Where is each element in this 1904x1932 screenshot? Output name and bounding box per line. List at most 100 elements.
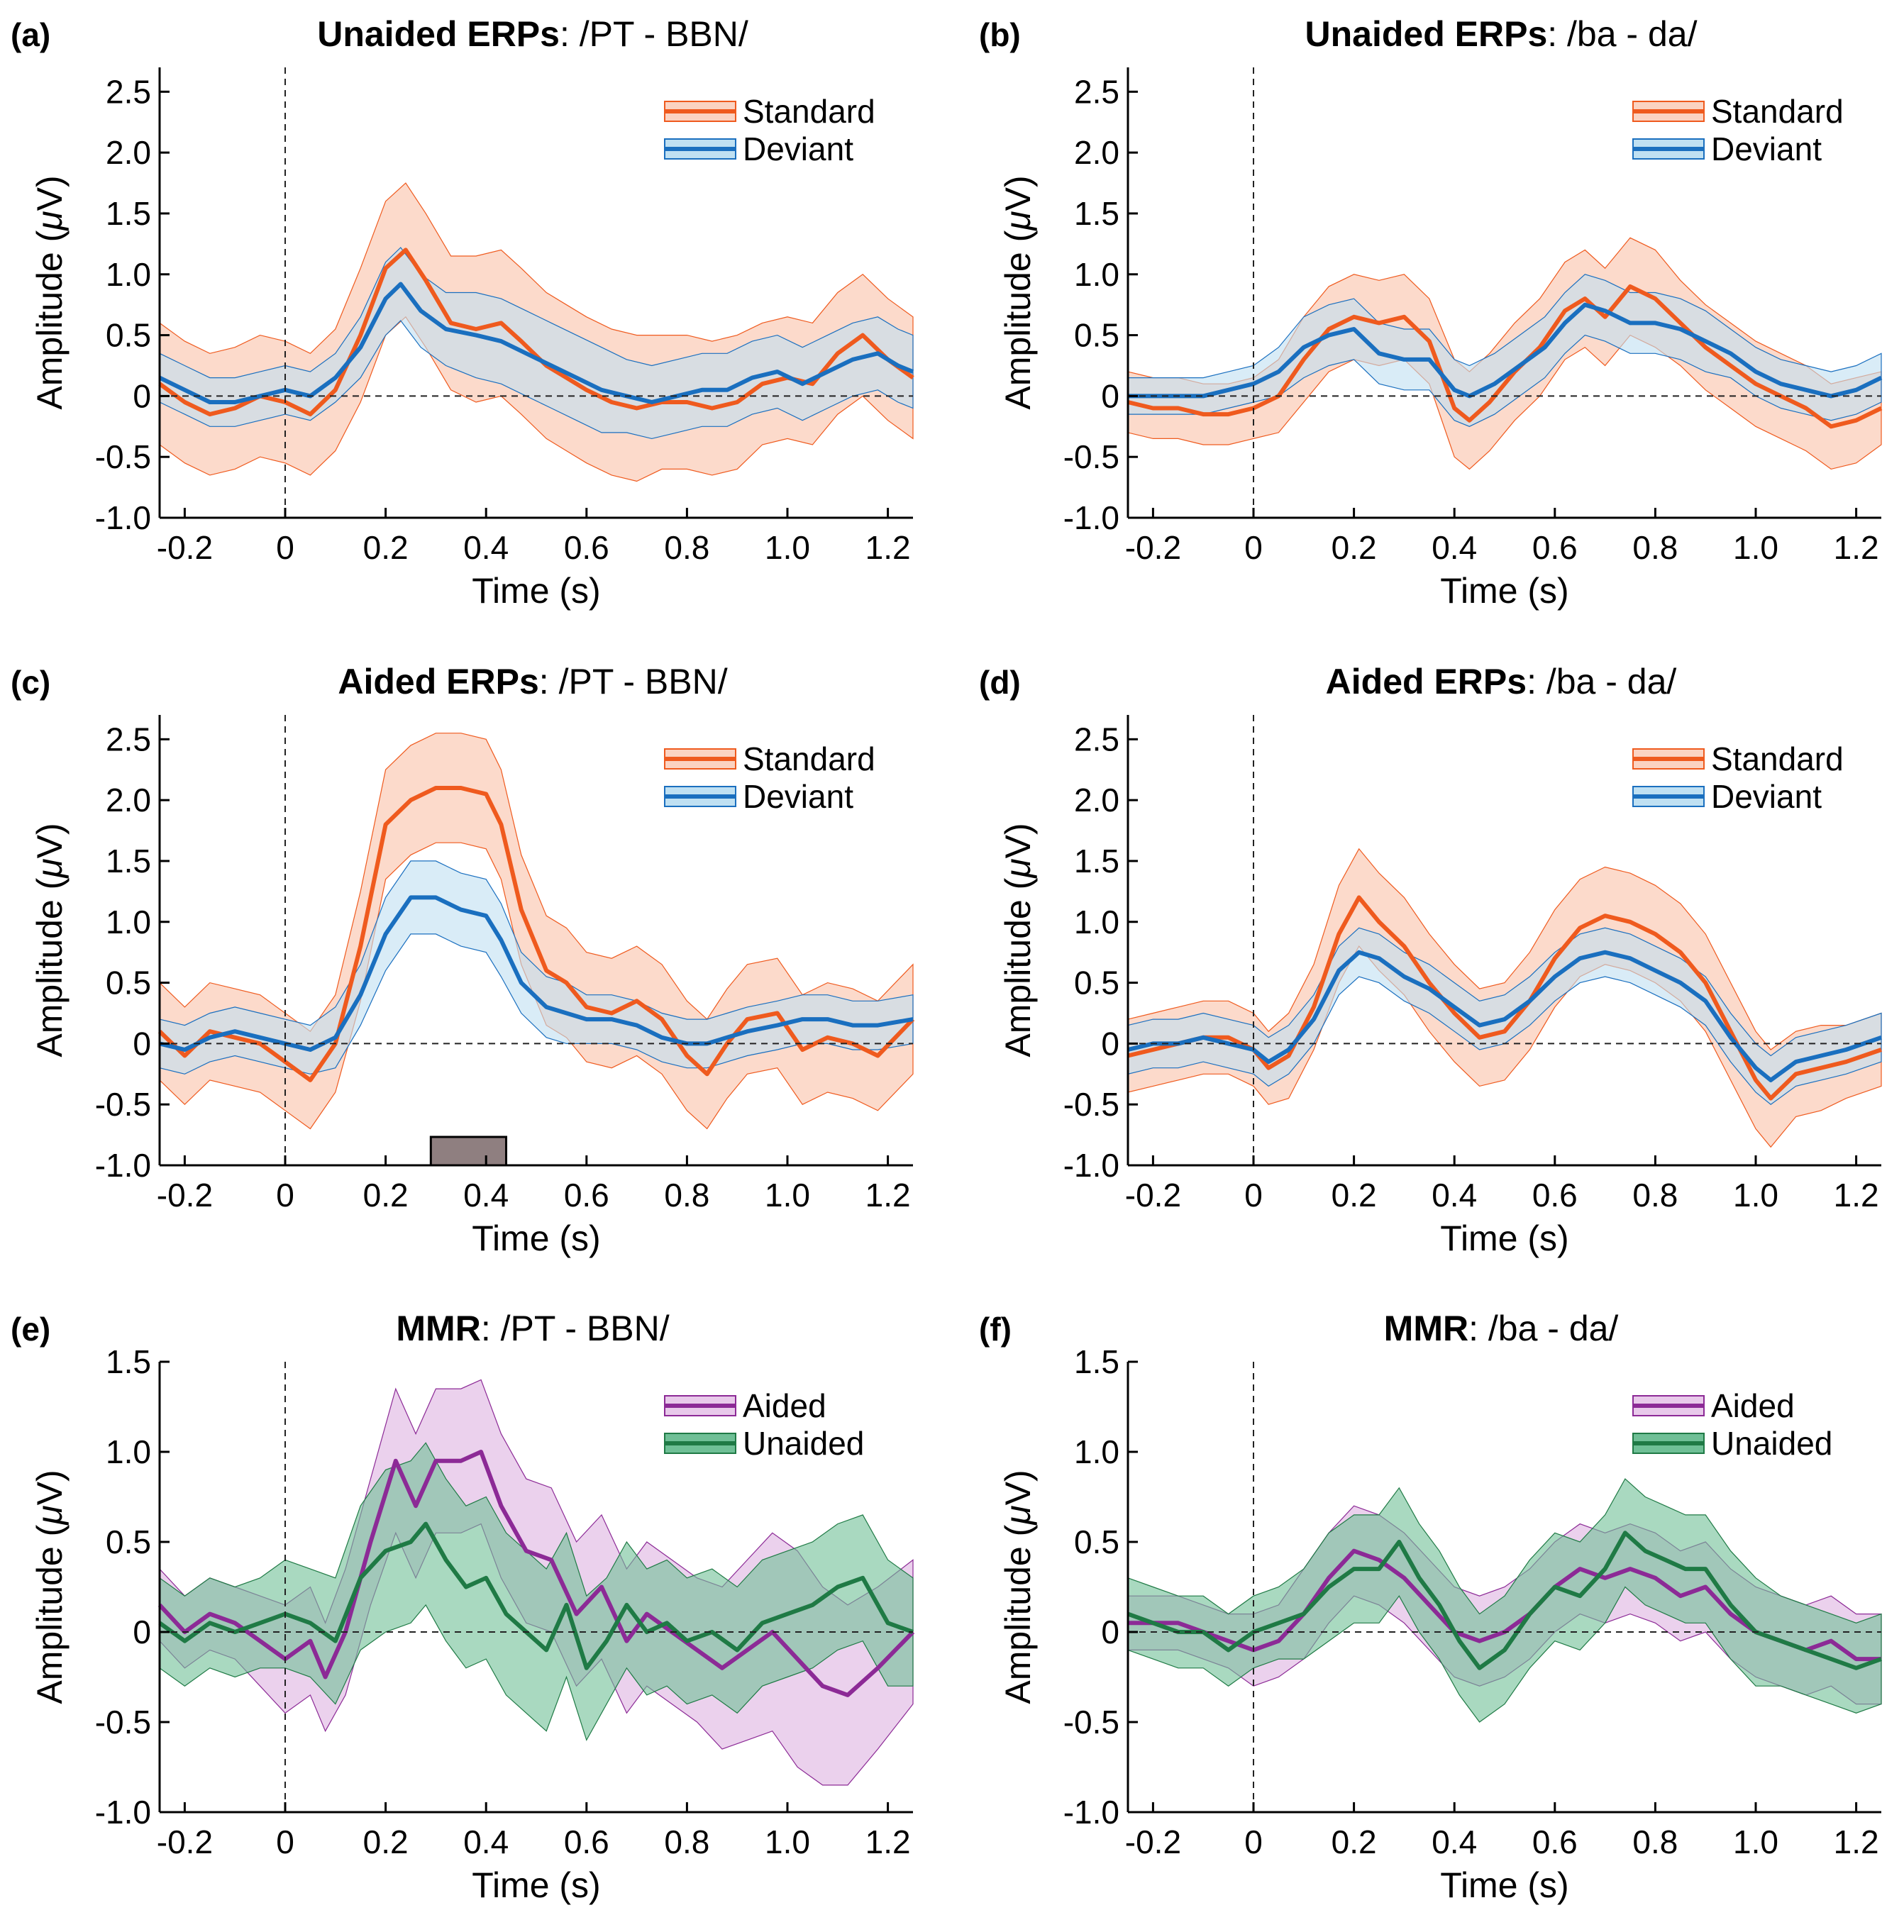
y-label-suffix: V) [998, 823, 1038, 858]
y-label-prefix: Amplitude ( [998, 877, 1038, 1057]
y-label-prefix: Amplitude ( [998, 230, 1038, 409]
significance-bar [429, 1136, 508, 1167]
y-tick-label: 0.5 [106, 965, 151, 1001]
x-tick-label: 0.4 [463, 1823, 509, 1860]
x-tick-label: 1.2 [865, 529, 911, 566]
y-tick-label: 1.0 [1074, 1433, 1119, 1470]
y-tick-label: 2.0 [1074, 134, 1119, 171]
y-tick-label: 0 [133, 1614, 151, 1650]
y-label-suffix: V) [998, 175, 1038, 211]
y-axis-label: Amplitude (μV) [998, 175, 1038, 409]
legend-label-standard: Standard [743, 740, 875, 777]
x-tick-label: 0.4 [463, 1177, 509, 1214]
x-tick-label: 0 [1244, 1823, 1263, 1860]
x-tick-label: 0.6 [1532, 1823, 1578, 1860]
y-tick-label: 1.5 [106, 195, 151, 232]
y-tick-label: 0.5 [1074, 317, 1119, 354]
title-rest-f: : /ba - da/ [1468, 1309, 1618, 1348]
x-tick-label: -0.2 [1125, 1177, 1181, 1214]
panel-c: (c) Aided ERPs: /PT - BBN/ -1.0 -0.5 0 0.5 1.0… [11, 662, 915, 1258]
y-tick-label: -1.0 [95, 1147, 151, 1184]
x-tick-label: 1.2 [865, 1177, 911, 1214]
panel-label-e: (e) [11, 1311, 50, 1348]
y-label-mu: μ [998, 858, 1038, 879]
x-tick-label: 0.8 [664, 529, 709, 566]
x-tick-label: 0.2 [1332, 1823, 1377, 1860]
y-tick-label: -0.5 [1063, 1086, 1119, 1123]
y-tick-label: 2.0 [106, 134, 151, 171]
y-label-prefix: Amplitude ( [998, 1524, 1038, 1704]
y-label-suffix: V) [30, 175, 70, 211]
x-tick-label: -0.2 [157, 1177, 213, 1214]
y-axis-label: Amplitude (μV) [30, 175, 70, 409]
panel-title-e: MMR: /PT - BBN/ [396, 1309, 669, 1348]
x-axis-label: Time (s) [472, 1218, 600, 1258]
y-tick-label: 1.5 [106, 843, 151, 879]
x-tick-label: 0.6 [564, 529, 609, 566]
legend-label-deviant: Deviant [743, 131, 853, 167]
x-tick-label: 0.4 [1432, 1823, 1477, 1860]
y-label-suffix: V) [30, 823, 70, 858]
x-tick-label: 0.8 [664, 1823, 709, 1860]
title-bold-b: Unaided ERPs [1305, 14, 1548, 54]
y-tick-label: -0.5 [95, 438, 151, 475]
y-tick-label: 1.5 [1074, 1343, 1119, 1380]
legend-label-standard: Standard [1711, 740, 1844, 777]
y-tick-label: 0.5 [106, 1523, 151, 1560]
y-tick-label: -1.0 [1063, 1794, 1119, 1831]
x-axis-label: Time (s) [1440, 1218, 1568, 1258]
x-tick-label: 0.4 [463, 529, 509, 566]
panel-title-c: Aided ERPs: /PT - BBN/ [338, 662, 727, 701]
legend-label-standard: Standard [743, 93, 875, 130]
y-tick-label: 0 [133, 377, 151, 414]
line-aided [157, 1450, 915, 1697]
title-rest-a: : /PT - BBN/ [560, 14, 748, 54]
y-tick-label: 0.5 [106, 317, 151, 354]
title-bold-a: Unaided ERPs [317, 14, 560, 54]
y-tick-label: 2.0 [1074, 782, 1119, 818]
x-tick-label: 0.2 [363, 1177, 409, 1214]
panel-d: (d) Aided ERPs: /ba - da/ -1.0 -0.5 0 0.5 1.0 1… [979, 662, 1882, 1258]
y-tick-label: -0.5 [95, 1086, 151, 1123]
y-tick-label: -1.0 [95, 1794, 151, 1831]
x-tick-label: 0.8 [1632, 529, 1678, 566]
panel-label-b: (b) [979, 16, 1021, 53]
line-standard [1127, 284, 1883, 429]
x-tick-label: 1.2 [1834, 1823, 1879, 1860]
legend-label-unaided: Unaided [743, 1425, 864, 1462]
y-label-mu: μ [30, 211, 70, 231]
x-axis-label: Time (s) [1440, 571, 1568, 611]
x-tick-label: 0.6 [1532, 529, 1578, 566]
line-deviant [1127, 950, 1882, 1082]
y-tick-label: 0 [1101, 377, 1119, 414]
y-label-prefix: Amplitude ( [30, 877, 70, 1057]
y-tick-label: 1.0 [106, 904, 151, 940]
y-tick-label: -0.5 [1063, 438, 1119, 475]
y-tick-label: -0.5 [1063, 1704, 1119, 1741]
y-label-suffix: V) [998, 1470, 1038, 1505]
y-tick-label: 1.0 [106, 256, 151, 293]
x-tick-label: 0.4 [1432, 529, 1477, 566]
y-tick-label: 1.0 [106, 1433, 151, 1470]
panel-label-f: (f) [979, 1311, 1012, 1348]
x-tick-label: 1.0 [765, 1177, 810, 1214]
y-tick-label: -1.0 [1063, 1147, 1119, 1184]
y-tick-label: 2.0 [106, 782, 151, 818]
x-tick-label: 1.2 [1834, 1177, 1879, 1214]
x-tick-label: -0.2 [1125, 529, 1181, 566]
panel-b: (b) Unaided ERPs: /ba - da/ -1.0 -0.5 0 0.5 1.… [979, 14, 1883, 611]
y-tick-label: 1.5 [1074, 843, 1119, 879]
legend-label-unaided: Unaided [1711, 1425, 1832, 1462]
x-axis-label: Time (s) [472, 571, 600, 611]
y-axis-label: Amplitude (μV) [30, 823, 70, 1057]
y-tick-label: 2.5 [1074, 721, 1119, 757]
line-unaided [158, 1521, 914, 1670]
x-tick-label: 0.8 [664, 1177, 709, 1214]
x-tick-label: 1.0 [1733, 1177, 1778, 1214]
y-tick-label: 1.5 [1074, 195, 1119, 232]
title-rest-d: : /ba - da/ [1527, 662, 1676, 701]
y-tick-label: 0 [133, 1025, 151, 1062]
x-axis-label: Time (s) [1440, 1865, 1568, 1905]
panel-a: (a) Unaided ERPs: /PT - BBN/ -1.0 -0.5 0 0.5 1… [11, 14, 914, 611]
x-tick-label: 0.2 [1332, 529, 1377, 566]
